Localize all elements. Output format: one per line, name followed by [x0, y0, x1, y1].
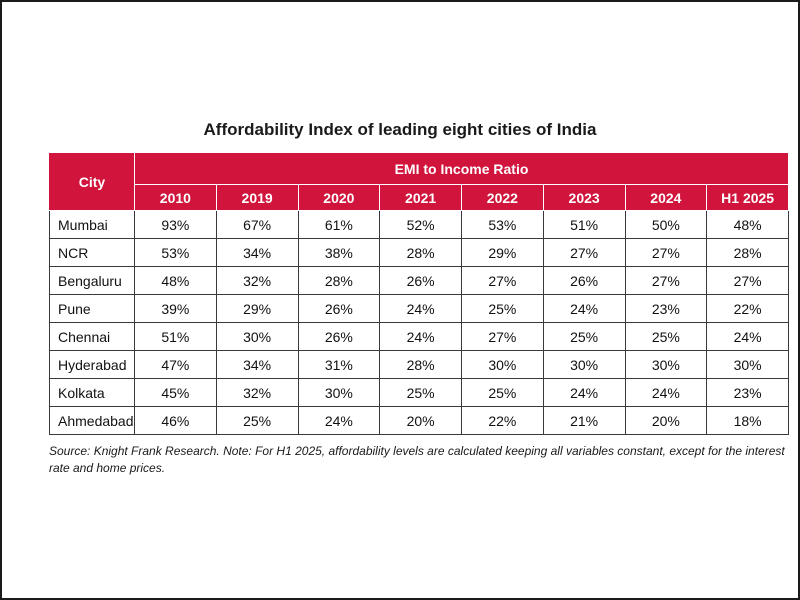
ratio-cell: 30% [461, 350, 544, 379]
table-row: Mumbai 93% 67% 61% 52% 53% 51% 50% 48% [49, 210, 789, 239]
ratio-cell: 27% [624, 266, 708, 295]
ratio-cell: 24% [706, 322, 789, 351]
table-row: Chennai 51% 30% 26% 24% 27% 25% 25% 24% [49, 322, 789, 351]
ratio-cell: 30% [542, 350, 626, 379]
ratio-cell: 46% [134, 406, 217, 435]
ratio-cell: 53% [134, 238, 217, 267]
city-cell: Bengaluru [49, 266, 135, 295]
ratio-cell: 27% [624, 238, 708, 267]
table-row: Kolkata 45% 32% 30% 25% 25% 24% 24% 23% [49, 378, 789, 407]
table-row: Bengaluru 48% 32% 28% 26% 27% 26% 27% 27% [49, 266, 789, 295]
ratio-cell: 32% [215, 266, 299, 295]
year-header: 2020 [297, 184, 381, 211]
ratio-cell: 27% [542, 238, 626, 267]
ratio-cell: 38% [297, 238, 381, 267]
year-header: 2021 [379, 184, 462, 211]
year-header: 2010 [134, 184, 217, 211]
ratio-cell: 25% [379, 378, 462, 407]
ratio-cell: 27% [461, 322, 544, 351]
city-column-header: City [49, 152, 135, 211]
table-header: City EMI to Income Ratio 2010 2019 2020 202… [49, 152, 789, 211]
ratio-cell: 34% [215, 350, 299, 379]
ratio-cell: 20% [379, 406, 462, 435]
ratio-cell: 22% [706, 294, 789, 323]
ratio-cell: 26% [297, 294, 381, 323]
city-cell: Pune [49, 294, 135, 323]
table-body: Mumbai 93% 67% 61% 52% 53% 51% 50% 48% NCR 53% 34% 3… [49, 210, 789, 435]
emi-group-header: EMI to Income Ratio [134, 152, 789, 185]
year-header: 2022 [461, 184, 544, 211]
ratio-cell: 25% [215, 406, 299, 435]
ratio-cell: 25% [624, 322, 708, 351]
ratio-cell: 24% [542, 378, 626, 407]
header-row-group: City EMI to Income Ratio [49, 152, 789, 211]
ratio-cell: 26% [542, 266, 626, 295]
ratio-cell: 39% [134, 294, 217, 323]
year-header: 2024 [624, 184, 708, 211]
table-row: NCR 53% 34% 38% 28% 29% 27% 27% 28% [49, 238, 789, 267]
year-header: H1 2025 [706, 184, 789, 211]
ratio-cell: 31% [297, 350, 381, 379]
source-note: Source: Knight Frank Research. Note: For… [49, 444, 785, 475]
ratio-cell: 26% [297, 322, 381, 351]
city-cell: Ahmedabad [49, 406, 135, 435]
year-header: 2023 [542, 184, 626, 211]
ratio-cell: 51% [542, 210, 626, 239]
year-header: 2019 [215, 184, 299, 211]
ratio-cell: 25% [542, 322, 626, 351]
ratio-cell: 48% [134, 266, 217, 295]
ratio-cell: 51% [134, 322, 217, 351]
city-cell: NCR [49, 238, 135, 267]
ratio-cell: 25% [461, 378, 544, 407]
ratio-cell: 52% [379, 210, 462, 239]
ratio-cell: 18% [706, 406, 789, 435]
ratio-cell: 24% [379, 294, 462, 323]
city-cell: Chennai [49, 322, 135, 351]
ratio-cell: 27% [706, 266, 789, 295]
ratio-cell: 53% [461, 210, 544, 239]
ratio-cell: 29% [461, 238, 544, 267]
ratio-cell: 32% [215, 378, 299, 407]
ratio-cell: 28% [379, 350, 462, 379]
ratio-cell: 28% [706, 238, 789, 267]
ratio-cell: 27% [461, 266, 544, 295]
ratio-cell: 61% [297, 210, 381, 239]
ratio-cell: 45% [134, 378, 217, 407]
ratio-cell: 21% [542, 406, 626, 435]
chart-title: Affordability Index of leading eight cit… [203, 120, 597, 139]
ratio-cell: 28% [379, 238, 462, 267]
ratio-cell: 50% [624, 210, 708, 239]
header-row-years: 2010 2019 2020 2021 2022 2023 2024 H1 2025 [50, 184, 789, 211]
city-cell: Kolkata [49, 378, 135, 407]
ratio-cell: 29% [215, 294, 299, 323]
ratio-cell: 34% [215, 238, 299, 267]
ratio-cell: 23% [624, 294, 708, 323]
table-row: Ahmedabad 46% 25% 24% 20% 22% 21% 20% 18% [49, 406, 789, 435]
ratio-cell: 24% [624, 378, 708, 407]
ratio-cell: 24% [542, 294, 626, 323]
ratio-cell: 23% [706, 378, 789, 407]
ratio-cell: 22% [461, 406, 544, 435]
ratio-cell: 28% [297, 266, 381, 295]
ratio-cell: 30% [297, 378, 381, 407]
ratio-cell: 30% [624, 350, 708, 379]
ratio-cell: 24% [379, 322, 462, 351]
ratio-cell: 24% [297, 406, 381, 435]
table-row: Hyderabad 47% 34% 31% 28% 30% 30% 30% 30% [49, 350, 789, 379]
ratio-cell: 93% [134, 210, 217, 239]
ratio-cell: 20% [624, 406, 708, 435]
city-cell: Hyderabad [49, 350, 135, 379]
ratio-cell: 48% [706, 210, 789, 239]
ratio-cell: 30% [215, 322, 299, 351]
ratio-cell: 67% [215, 210, 299, 239]
table-row: Pune 39% 29% 26% 24% 25% 24% 23% 22% [49, 294, 789, 323]
city-cell: Mumbai [49, 210, 135, 239]
ratio-cell: 47% [134, 350, 217, 379]
ratio-cell: 25% [461, 294, 544, 323]
ratio-cell: 30% [706, 350, 789, 379]
affordability-table: City EMI to Income Ratio 2010 2019 2020 202… [49, 152, 789, 435]
ratio-cell: 26% [379, 266, 462, 295]
